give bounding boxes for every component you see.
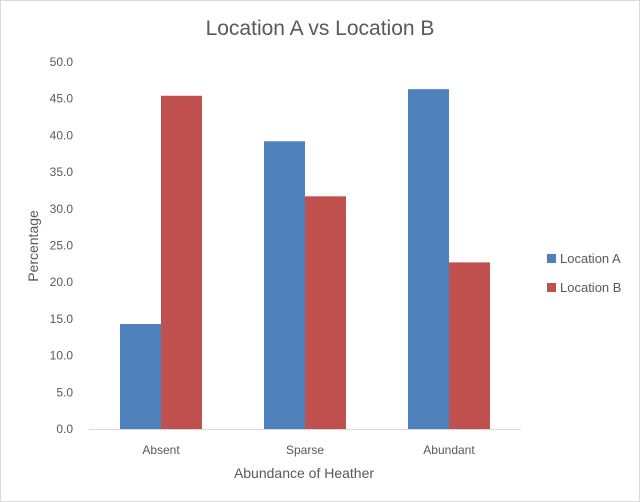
y-tick-label: 10.0 (50, 349, 74, 363)
chart-title: Location A vs Location B (206, 17, 435, 40)
bar-location-a-abundant (408, 89, 449, 430)
x-tick-label: Abundant (423, 443, 475, 457)
legend-swatch (547, 254, 556, 263)
x-tick-label: Sparse (286, 443, 324, 457)
y-tick-label: 50.0 (50, 55, 74, 69)
y-axis-ticks: 0.0 5.0 10.0 15.0 20.0 25.0 30.0 35.0 40.0 45.0 50… (50, 55, 74, 436)
bars (120, 89, 490, 430)
bar-location-a-absent (120, 324, 161, 429)
x-axis-title: Abundance of Heather (234, 465, 374, 481)
legend: Location A Location B (547, 251, 621, 295)
bar-location-b-absent (161, 95, 202, 429)
bar-location-a-sparse (264, 141, 305, 429)
y-tick-label: 0.0 (56, 422, 73, 436)
y-tick-label: 45.0 (50, 92, 74, 106)
y-tick-label: 35.0 (50, 165, 74, 179)
x-axis-ticks: Absent Sparse Abundant (142, 443, 475, 457)
bar-location-b-abundant (449, 262, 490, 429)
legend-label: Location B (560, 280, 621, 295)
y-tick-label: 30.0 (50, 202, 74, 216)
legend-label: Location A (560, 251, 621, 266)
x-tick-label: Absent (142, 443, 180, 457)
y-tick-label: 5.0 (56, 385, 73, 399)
y-tick-label: 25.0 (50, 239, 74, 253)
y-tick-label: 40.0 (50, 128, 74, 142)
y-axis-title: Percentage (25, 210, 41, 282)
y-tick-label: 15.0 (50, 312, 74, 326)
legend-swatch (547, 283, 556, 292)
bar-location-b-sparse (305, 196, 346, 429)
y-tick-label: 20.0 (50, 275, 74, 289)
